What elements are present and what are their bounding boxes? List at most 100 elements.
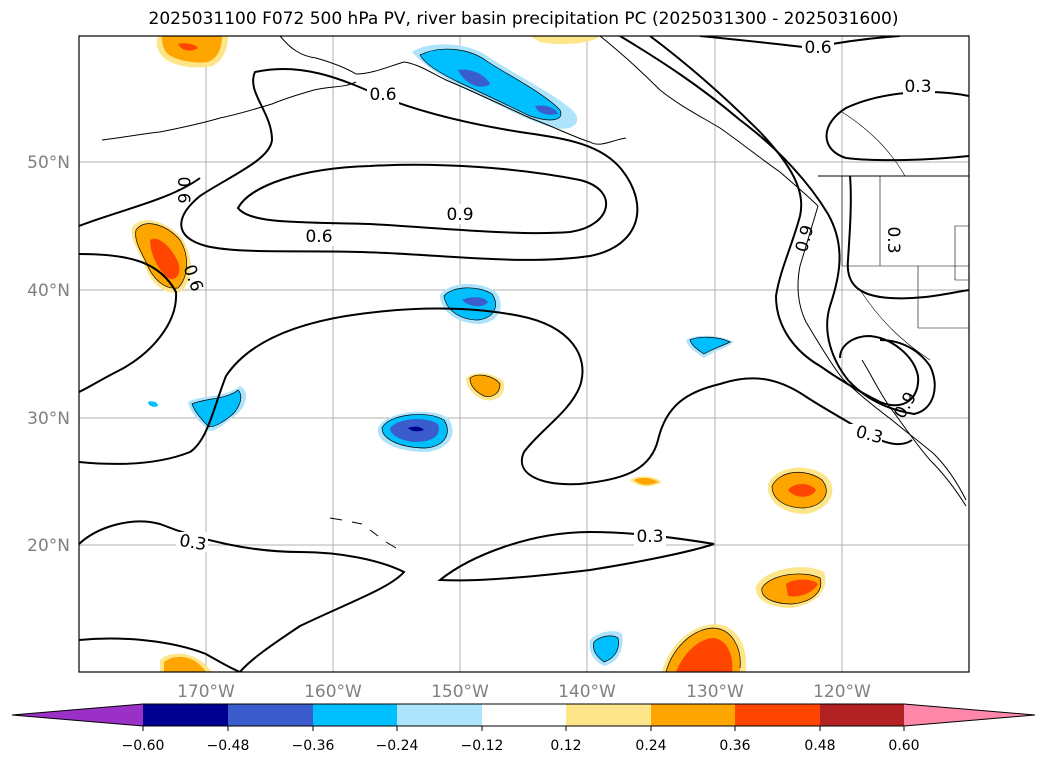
precip-negative-36n-139w	[686, 335, 734, 358]
lon-label: 170°W	[177, 682, 235, 702]
precip-positive-44n-172w	[131, 220, 191, 293]
colorbar-tick-label: −0.36	[292, 738, 335, 754]
precip-outlines	[135, 48, 827, 672]
colorbar-segment	[904, 704, 1035, 726]
colorbar-segment	[143, 704, 228, 726]
precip-fill	[676, 638, 733, 672]
lat-label: 20°N	[27, 536, 70, 556]
precip-positive-bottom-130w	[662, 624, 747, 672]
colorbar-segment	[313, 704, 397, 726]
map-area: 0.6 0.3 0.6 0.9 0.6 0.6 0.6 0.9 0.3 0.3 …	[79, 36, 969, 672]
colorbar-segment	[820, 704, 904, 726]
precip-positive-33n-148w	[466, 373, 505, 401]
precip-fill	[593, 635, 619, 662]
lon-label: 160°W	[304, 682, 362, 702]
colorbar-tick-label: 0.48	[804, 738, 835, 754]
precip-negative-31n-168w	[148, 386, 247, 432]
colorbar-tick-label: 0.60	[888, 738, 919, 754]
precip-negative-40n-150w	[440, 284, 501, 324]
us-west-coastline	[797, 205, 967, 501]
colorbar-tick-label: 0.36	[719, 738, 750, 754]
hawaii-islands	[329, 517, 397, 549]
lat-label: 30°N	[27, 409, 70, 429]
pv-contour-0.3-south	[437, 530, 715, 582]
pv-contour-0.3-mid	[79, 307, 913, 486]
colorbar-segment	[566, 704, 651, 726]
contour-label: 0.9	[890, 389, 921, 422]
colorbar-tick-label: −0.12	[461, 738, 504, 754]
colorbar-tick-label: 0.12	[550, 738, 581, 754]
bc-coastline	[599, 36, 819, 207]
contour-label: 0.6	[173, 176, 193, 203]
pv-contour-0.6-coast	[619, 36, 936, 416]
lat-label: 40°N	[27, 281, 70, 301]
lat-label: 50°N	[27, 153, 70, 173]
precip-positive-top-center	[530, 36, 600, 44]
colorbar-segment	[482, 704, 566, 726]
pv-contour-0.6-north-top	[699, 36, 901, 50]
colorbar-segment	[12, 704, 143, 726]
precip-fill	[148, 401, 158, 407]
colorbar-tick-label: 0.24	[635, 738, 666, 754]
map-frame	[78, 35, 970, 673]
map-title: 2025031100 F072 500 hPa PV, river basin …	[148, 9, 899, 29]
precip-fill	[164, 656, 206, 672]
contour-label: 0.6	[305, 227, 332, 247]
precip-fill	[420, 49, 561, 120]
precip-positive-25n-136w	[630, 476, 662, 487]
contour-label: 0.3	[883, 226, 903, 253]
colorbar-tick-label: −0.24	[376, 738, 419, 754]
lon-label: 130°W	[686, 682, 744, 702]
precip-positive-bottom-left	[160, 653, 212, 672]
precip-fill	[634, 477, 658, 485]
precip-fill	[458, 69, 490, 87]
pv-contour-0.3-west	[79, 177, 201, 227]
colorbar-tick-label: −0.60	[122, 738, 165, 754]
precip-positive-16n-125w	[755, 567, 826, 608]
contour-label: 0.9	[446, 205, 473, 225]
precip-negative-29n-155w	[377, 411, 453, 452]
pv-contour-0.3-bottom-left	[79, 520, 406, 672]
pv-contour-0.6-west	[79, 253, 178, 393]
contour-label: 0.6	[804, 38, 831, 58]
lon-label: 140°W	[558, 682, 616, 702]
colorbar-segment	[651, 704, 735, 726]
aleutian-islands	[101, 81, 357, 141]
precip-fill	[530, 36, 600, 44]
precip-fill	[178, 43, 198, 51]
colorbar-segment	[735, 704, 820, 726]
pv-contour-0.3-inland	[846, 175, 969, 300]
canada-province-border	[841, 111, 906, 177]
pv-contour-0.3-east	[825, 91, 969, 162]
longitude-labels: 170°W 160°W 150°W 140°W 130°W 120°W	[177, 682, 871, 702]
colorbar-segment	[397, 704, 482, 726]
precip-fill	[690, 337, 730, 354]
pv-contour-0.3-bottom	[79, 637, 241, 672]
precip-positive-24n-125w	[767, 467, 833, 514]
contour-label: 0.3	[904, 77, 931, 97]
precip-negative-gulf-of-alaska	[412, 44, 578, 129]
lon-label: 150°W	[431, 682, 489, 702]
precip-fill	[150, 238, 180, 280]
pv-contour-0.9-coast	[649, 36, 920, 407]
latitude-labels: 50°N 40°N 30°N 20°N	[27, 153, 70, 556]
colorbar: −0.60 −0.48 −0.36 −0.24 −0.12 0.12 0.24 …	[11, 703, 1036, 754]
colorbar-segment	[228, 704, 313, 726]
pv-contour-0.9-north	[236, 163, 608, 235]
state-borders	[841, 176, 969, 361]
precip-fill	[408, 426, 424, 432]
pv-contours	[79, 36, 969, 672]
pv-contour-0.6-north	[180, 68, 639, 261]
colorbar-ticks	[142, 726, 905, 731]
precip-fill	[462, 297, 488, 307]
alaska-coastline	[279, 36, 627, 145]
colorbar-tick-label: −0.48	[207, 738, 250, 754]
precip-positive-top-left	[156, 36, 228, 68]
precip-fill	[535, 105, 558, 115]
baja-coastline	[861, 359, 967, 507]
precip-fill	[786, 579, 818, 597]
lon-label: 120°W	[813, 682, 871, 702]
contour-label: 0.6	[369, 85, 396, 105]
precip-fill	[788, 484, 816, 497]
